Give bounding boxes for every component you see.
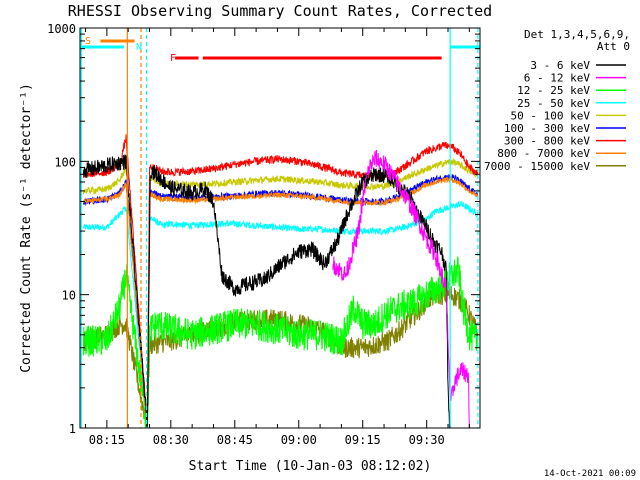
legend-label-50-100-kev: 50 - 100 keV (511, 109, 591, 122)
series-layer (82, 134, 479, 428)
flag-label-f: F (170, 53, 176, 64)
legend-label-25-50-kev: 25 - 50 keV (517, 97, 590, 110)
series-line-3-6-kev (82, 154, 478, 428)
x-axis-label: Start Time (10-Jan-03 08:12:02) (189, 459, 432, 474)
series-line-12-25-kev (82, 256, 479, 428)
legend-label-6-12-kev: 6 - 12 keV (524, 72, 591, 85)
series-line-300-800-kev (82, 134, 479, 426)
x-tick-label-08-30: 08:30 (153, 433, 189, 447)
legend-header-line-1: Det 1,3,4,5,6,9, (524, 28, 630, 41)
marker-layer (80, 28, 479, 428)
y-tick-label-10: 10 (62, 289, 76, 303)
flag-layer: S N F (80, 36, 480, 64)
legend-header-line-2: Att 0 (597, 40, 630, 53)
tick-layer: 08:15 08:30 08:45 09:00 09:15 09:30 1 10 100 1000 (47, 22, 480, 447)
legend-label-800-7000-kev: 800 - 7000 keV (497, 147, 590, 160)
legend-label-7000-15000-kev: 7000 - 15000 keV (484, 160, 590, 173)
chart-title: RHESSI Observing Summary Count Rates, Co… (68, 2, 492, 20)
x-tick-label-08-45: 08:45 (217, 433, 253, 447)
x-tick-label-09-00: 09:00 (281, 433, 317, 447)
y-tick-label-100: 100 (54, 155, 76, 169)
y-axis-label: Corrected Count Rate (s⁻¹ detector⁻¹) (19, 83, 34, 373)
flag-label-n: N (136, 42, 142, 53)
plot-frame (79, 27, 481, 429)
x-tick-label-09-15: 09:15 (345, 433, 381, 447)
x-tick-label-08-15: 08:15 (89, 433, 125, 447)
flag-label-s: S (85, 36, 91, 47)
legend-label-300-800-kev: 300 - 800 keV (504, 135, 590, 148)
legend-label-3-6-kev: 3 - 6 keV (530, 59, 590, 72)
legend-label-100-300-kev: 100 - 300 keV (504, 122, 590, 135)
x-tick-label-09-30: 09:30 (409, 433, 445, 447)
footer-date: 14-Oct-2021 00:09 (544, 469, 636, 479)
y-tick-label-1000: 1000 (47, 22, 76, 36)
legend-label-12-25-kev: 12 - 25 keV (517, 84, 590, 97)
series-line-6-12-kev (332, 150, 470, 428)
y-tick-label-1: 1 (69, 422, 76, 436)
